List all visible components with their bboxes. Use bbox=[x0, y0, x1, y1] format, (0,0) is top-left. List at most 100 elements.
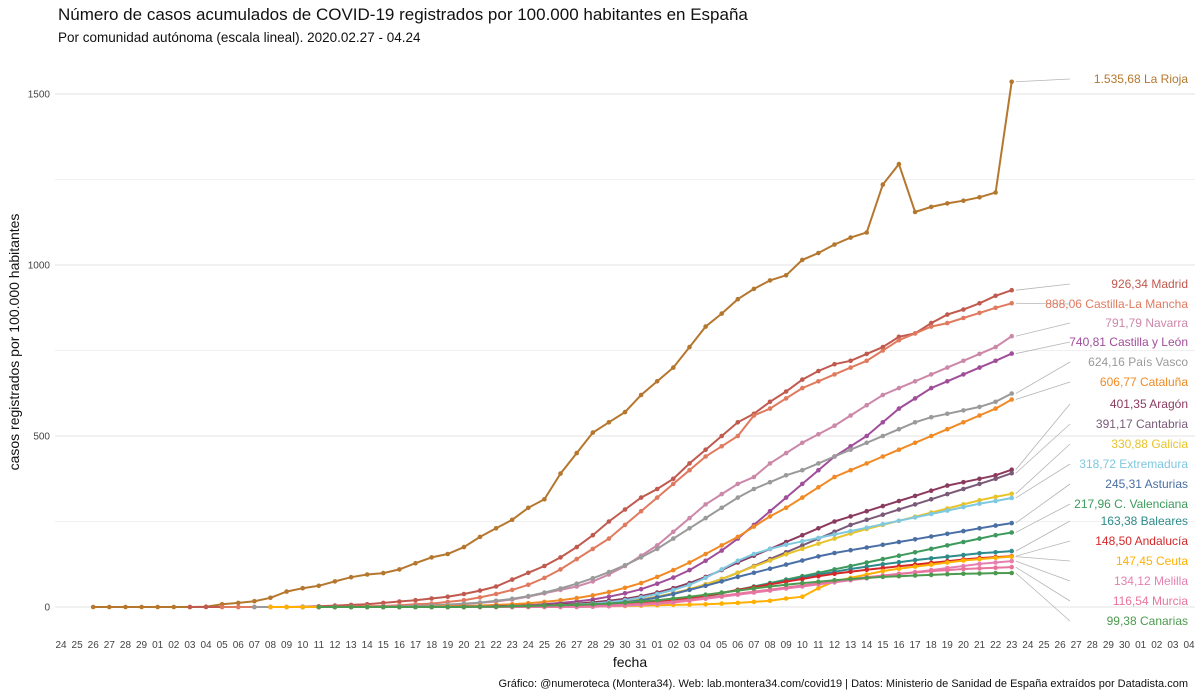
data-point bbox=[912, 515, 918, 520]
data-point bbox=[1009, 530, 1014, 535]
data-point bbox=[590, 532, 596, 538]
data-point bbox=[751, 564, 757, 569]
data-point bbox=[896, 447, 902, 453]
data-point bbox=[735, 588, 741, 593]
label-leader bbox=[1015, 361, 1071, 394]
data-point bbox=[896, 337, 902, 343]
data-point bbox=[687, 602, 692, 607]
data-point bbox=[542, 497, 547, 502]
data-point bbox=[783, 389, 789, 394]
label-leader bbox=[1015, 463, 1071, 499]
data-point bbox=[671, 529, 676, 535]
series-end-label: 330,88 Galicia bbox=[1111, 437, 1188, 451]
x-tick-label: 15 bbox=[877, 640, 889, 651]
data-point bbox=[961, 504, 966, 510]
x-tick-label: 01 bbox=[1135, 640, 1147, 651]
x-tick-label: 17 bbox=[410, 640, 422, 651]
data-point bbox=[928, 324, 934, 329]
series-end-label: 217,96 C. Valenciana bbox=[1074, 497, 1188, 511]
data-point bbox=[896, 385, 902, 391]
data-point bbox=[912, 537, 918, 542]
data-point bbox=[767, 566, 773, 571]
data-point bbox=[912, 557, 918, 563]
data-point bbox=[816, 585, 821, 591]
data-point bbox=[864, 402, 869, 408]
data-point bbox=[671, 587, 676, 593]
x-tick-label: 29 bbox=[136, 640, 148, 651]
data-point bbox=[381, 570, 386, 576]
data-point bbox=[687, 515, 692, 521]
data-point bbox=[719, 601, 724, 606]
data-point bbox=[993, 293, 998, 299]
data-point bbox=[687, 567, 692, 573]
data-point bbox=[945, 491, 950, 497]
data-point bbox=[848, 358, 853, 364]
x-tick-label: 13 bbox=[845, 640, 857, 651]
x-tick-label: 25 bbox=[72, 640, 84, 651]
data-point bbox=[252, 598, 257, 604]
data-point bbox=[912, 550, 918, 555]
x-tick-label: 27 bbox=[571, 640, 583, 651]
x-tick-label: 20 bbox=[958, 640, 970, 651]
data-point bbox=[171, 604, 177, 610]
x-tick-label: 08 bbox=[764, 640, 776, 651]
x-tick-label: 05 bbox=[217, 640, 229, 651]
data-point bbox=[654, 574, 660, 580]
data-point bbox=[848, 569, 853, 575]
data-point bbox=[638, 495, 644, 500]
data-point bbox=[687, 461, 692, 466]
data-point bbox=[864, 440, 869, 446]
data-point bbox=[783, 473, 789, 478]
data-point bbox=[542, 575, 547, 581]
data-point bbox=[961, 552, 966, 558]
data-point bbox=[542, 563, 547, 569]
data-point bbox=[961, 528, 966, 534]
data-point bbox=[928, 572, 934, 578]
data-point bbox=[848, 528, 853, 534]
data-point bbox=[1009, 570, 1014, 576]
data-point bbox=[928, 562, 934, 567]
data-point bbox=[880, 182, 886, 187]
label-leader bbox=[1015, 540, 1071, 557]
data-point bbox=[606, 519, 612, 524]
data-point bbox=[945, 531, 950, 537]
x-tick-label: 01 bbox=[652, 640, 664, 651]
data-point bbox=[1009, 79, 1014, 85]
data-point bbox=[800, 467, 805, 473]
data-point bbox=[977, 501, 982, 507]
x-tick-label: 09 bbox=[781, 640, 793, 651]
data-point bbox=[864, 351, 869, 357]
data-point bbox=[912, 493, 918, 499]
data-point bbox=[832, 571, 837, 577]
data-point bbox=[977, 536, 982, 541]
x-tick-label: 19 bbox=[442, 640, 454, 651]
series-line bbox=[222, 302, 1012, 608]
x-tick-label: 10 bbox=[797, 640, 809, 651]
data-point bbox=[816, 526, 821, 531]
data-point bbox=[300, 585, 306, 591]
x-tick-label: 28 bbox=[1087, 640, 1099, 651]
data-point bbox=[816, 432, 821, 437]
data-point bbox=[961, 372, 966, 377]
data-point bbox=[800, 377, 805, 382]
data-point bbox=[236, 604, 241, 610]
series-end-label: 147,45 Ceuta bbox=[1116, 554, 1188, 568]
data-point bbox=[493, 591, 499, 597]
data-point bbox=[590, 430, 596, 435]
x-tick-label: 31 bbox=[636, 640, 648, 651]
data-point bbox=[977, 413, 982, 418]
data-point bbox=[816, 379, 821, 384]
data-point bbox=[945, 508, 950, 513]
data-point bbox=[654, 581, 660, 586]
label-leader bbox=[1015, 560, 1071, 582]
x-tick-label: 27 bbox=[104, 640, 116, 651]
series-end-label: 391,17 Cantabria bbox=[1096, 417, 1188, 431]
series-end-label: 926,34 Madrid bbox=[1111, 277, 1188, 291]
data-point bbox=[961, 566, 966, 572]
data-point bbox=[703, 324, 708, 329]
x-tick-label: 11 bbox=[813, 640, 824, 651]
data-point bbox=[993, 305, 998, 311]
data-point bbox=[945, 312, 950, 317]
data-point bbox=[783, 505, 789, 511]
data-point bbox=[912, 573, 918, 578]
